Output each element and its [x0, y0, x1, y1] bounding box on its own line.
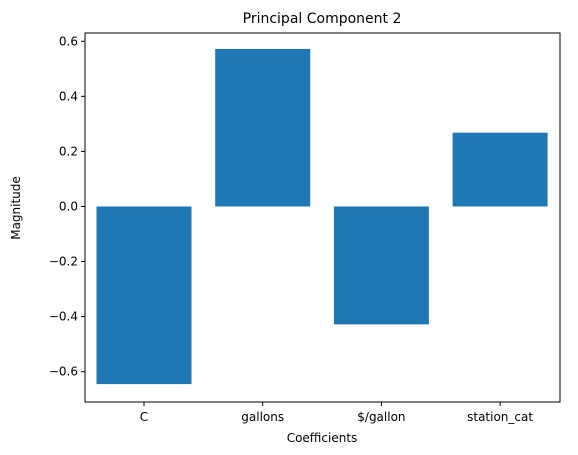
y-tick-label: 0.0 — [59, 199, 78, 213]
chart-title: Principal Component 2 — [243, 11, 402, 27]
x-tick-label: station_cat — [467, 410, 533, 424]
y-tick-label: −0.4 — [49, 310, 78, 324]
bar-gallons — [215, 48, 311, 207]
x-tick-label: gallons — [241, 410, 284, 424]
y-tick-label: −0.6 — [49, 365, 78, 379]
bars-group — [96, 48, 548, 385]
y-axis-label: Magnitude — [9, 176, 23, 240]
bar--gallon — [333, 206, 429, 325]
plot-frame — [84, 32, 561, 403]
x-axis-label: Coefficients — [287, 431, 358, 445]
y-tick-label: −0.2 — [49, 255, 78, 269]
y-tick-label: 0.6 — [59, 34, 78, 48]
x-tick-label: $/gallon — [357, 410, 405, 424]
y-axis: −0.6 −0.4 −0.2 0.0 0.2 0.4 0.6 — [49, 34, 85, 379]
x-tick-label: C — [140, 410, 148, 424]
bar-c — [96, 206, 192, 385]
y-tick-label: 0.2 — [59, 144, 78, 158]
y-tick-label: 0.4 — [59, 89, 78, 103]
bar-station-cat — [452, 132, 548, 207]
